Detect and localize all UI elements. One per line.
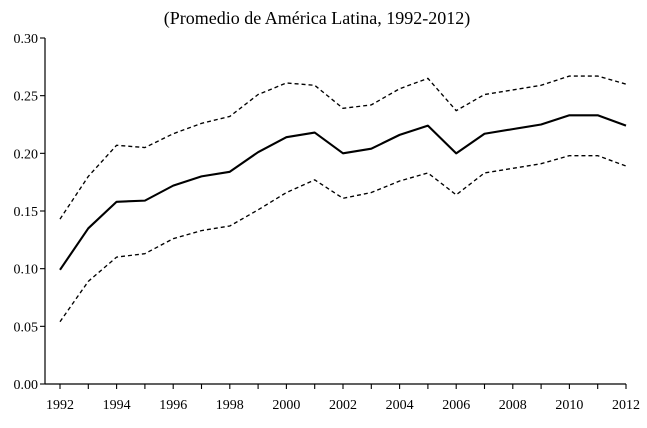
x-axis-tick-label: 2008 <box>499 398 527 413</box>
x-axis-tick-label: 1998 <box>216 398 244 413</box>
series-line-3 <box>59 154 627 323</box>
y-axis-tick-label: 0.20 <box>14 147 39 162</box>
x-axis-tick-label: 2010 <box>555 398 583 413</box>
y-axis-tick-label: 0.00 <box>14 378 39 393</box>
x-axis-tick-label: 2012 <box>612 398 640 413</box>
x-axis-tick-label: 2004 <box>386 398 414 413</box>
series-line-1 <box>59 114 627 271</box>
chart-title: (Promedio de América Latina, 1992-2012) <box>164 8 470 29</box>
series-line-2 <box>59 75 627 220</box>
x-axis-tick-label: 2006 <box>442 398 470 413</box>
y-axis-tick-label: 0.25 <box>14 90 39 105</box>
x-axis-tick-label: 1996 <box>159 398 187 413</box>
y-axis-tick-label: 0.05 <box>14 320 39 335</box>
y-axis-tick-label: 0.30 <box>14 32 39 47</box>
x-axis-tick-label: 2000 <box>272 398 300 413</box>
x-axis-tick-label: 1994 <box>103 398 131 413</box>
x-axis-tick-label: 2002 <box>329 398 357 413</box>
y-axis-tick-label: 0.15 <box>14 205 39 220</box>
x-axis-tick-label: 1992 <box>46 398 74 413</box>
plot-area: 0.00 0.05 0.10 0.15 0.20 0.25 0.30 1992 1994 1996… <box>14 32 641 413</box>
y-axis-tick-label: 0.10 <box>14 263 39 278</box>
